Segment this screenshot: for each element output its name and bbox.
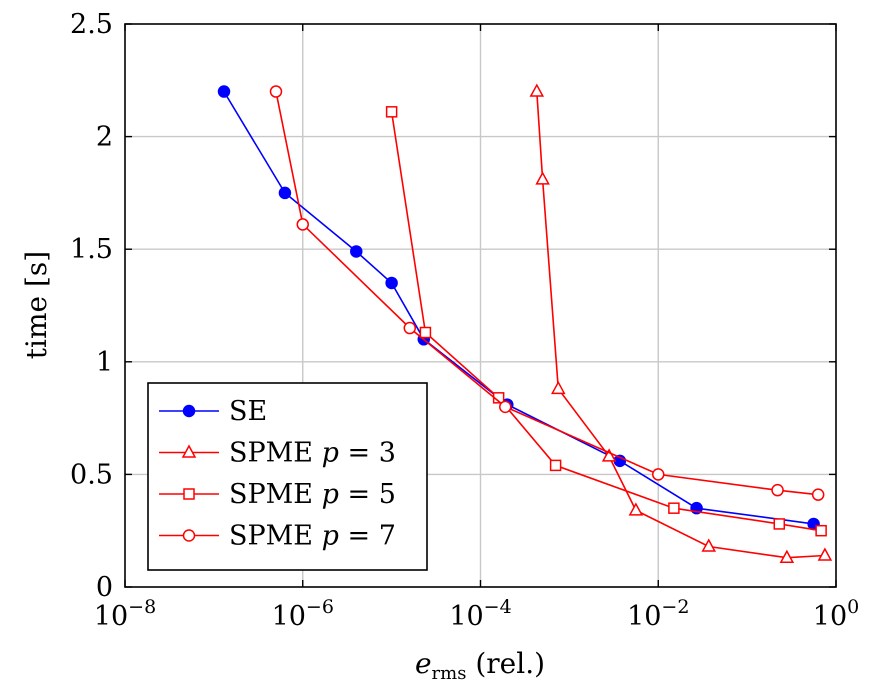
x-tick-exponent: −6 [306,596,334,618]
data-point-spme-p-5 [549,459,562,472]
x-tick-base: 10 [272,601,306,632]
y-tick-label: 2.5 [70,9,113,40]
data-point-spme-p-7 [296,218,309,231]
data-point-spme-p-3 [701,538,717,552]
y-axis-label: time [s] [20,251,53,359]
data-point-spme-p-3 [529,83,545,97]
legend-label-prefix: SPME [229,479,322,510]
series-spme-p-7 [269,85,825,501]
data-point-spme-p-3 [628,502,644,516]
x-tick-label: 10−8 [94,596,156,632]
x-tick-base: 10 [813,601,847,632]
legend-entry-spme-p-7: SPME p = 7 [159,521,396,552]
data-point-spme-p-7 [269,85,283,98]
data-point-spme-p-3 [535,171,550,185]
x-tick-label: 10−6 [272,596,334,632]
x-tick-base: 10 [627,601,661,632]
legend-label: SPME p = 3 [229,438,396,469]
x-tick-exponent: −4 [484,596,512,618]
data-point-spme-p-3 [779,549,795,563]
axis-ticks [124,23,837,588]
data-point-se [385,276,398,290]
legend-entry-spme-p-3: SPME p = 3 [159,438,396,469]
data-point-spme-p-7 [403,321,417,335]
legend-marker [181,444,197,458]
data-point-se [278,186,292,200]
data-point-spme-p-3 [601,448,617,462]
y-tick-label: 1.5 [70,234,113,265]
legend-entry-se: SE [159,396,267,427]
data-point-spme-p-5 [773,518,786,530]
data-point-spme-p-5 [815,524,827,537]
data-point-spme-p-5 [419,326,432,339]
data-point-se [217,85,231,98]
x-axis-label-main: e [415,647,432,680]
x-axis-label-sub: rms [432,663,467,684]
legend-label-prefix: SPME [229,521,322,552]
data-point-spme-p-3 [817,547,833,561]
y-tick-label: 0.5 [70,459,113,490]
y-tick-label: 2 [96,122,113,153]
data-point-spme-p-7 [499,400,512,414]
legend-label-var: p [322,521,339,552]
legend-box [147,382,428,571]
legend-label-prefix: SPME [229,438,322,469]
legend-label-var: p [322,479,339,510]
x-tick-exponent: −8 [128,596,156,618]
legend-label-suffix: = 3 [339,438,396,469]
legend-entry-spme-p-5: SPME p = 5 [159,479,396,510]
legend-label: SPME p = 7 [229,521,396,552]
data-point-spme-p-5 [385,106,398,118]
x-tick-label: 10−4 [449,596,511,632]
x-tick-label: 10−2 [627,596,689,632]
legend-marker [182,404,196,418]
x-tick-base: 10 [449,601,483,632]
legend-label-prefix: SE [229,396,267,427]
y-tick-label: 0 [96,572,113,603]
data-point-spme-p-7 [652,468,665,481]
x-axis-label: erms (rel.) [415,647,545,684]
series-layer [217,83,833,563]
x-tick-exponent: 0 [847,596,859,618]
legend-marker [183,488,195,500]
legend-marker [182,529,196,542]
data-point-spme-p-7 [811,488,825,501]
legend-label-suffix: = 5 [339,479,396,510]
series-spme-p-5 [385,106,827,537]
data-point-spme-p-7 [771,483,784,497]
x-tick-base: 10 [94,601,128,632]
legend-label: SPME p = 5 [229,479,396,510]
y-tick-label: 1 [96,347,113,378]
series-spme-p-3 [529,83,833,563]
x-tick-label: 100 [813,596,859,632]
legend-label: SE [229,396,267,427]
x-axis-label-suffix: (rel.) [466,647,545,680]
data-point-se [350,245,363,258]
series-line-spme-p-3 [536,91,825,559]
x-tick-exponent: −2 [661,596,689,618]
data-point-spme-p-5 [668,502,680,514]
series-line-spme-p-5 [390,111,822,532]
data-point-spme-p-3 [551,380,566,395]
legend-label-suffix: = 7 [339,521,396,552]
legend-label-var: p [322,438,339,469]
